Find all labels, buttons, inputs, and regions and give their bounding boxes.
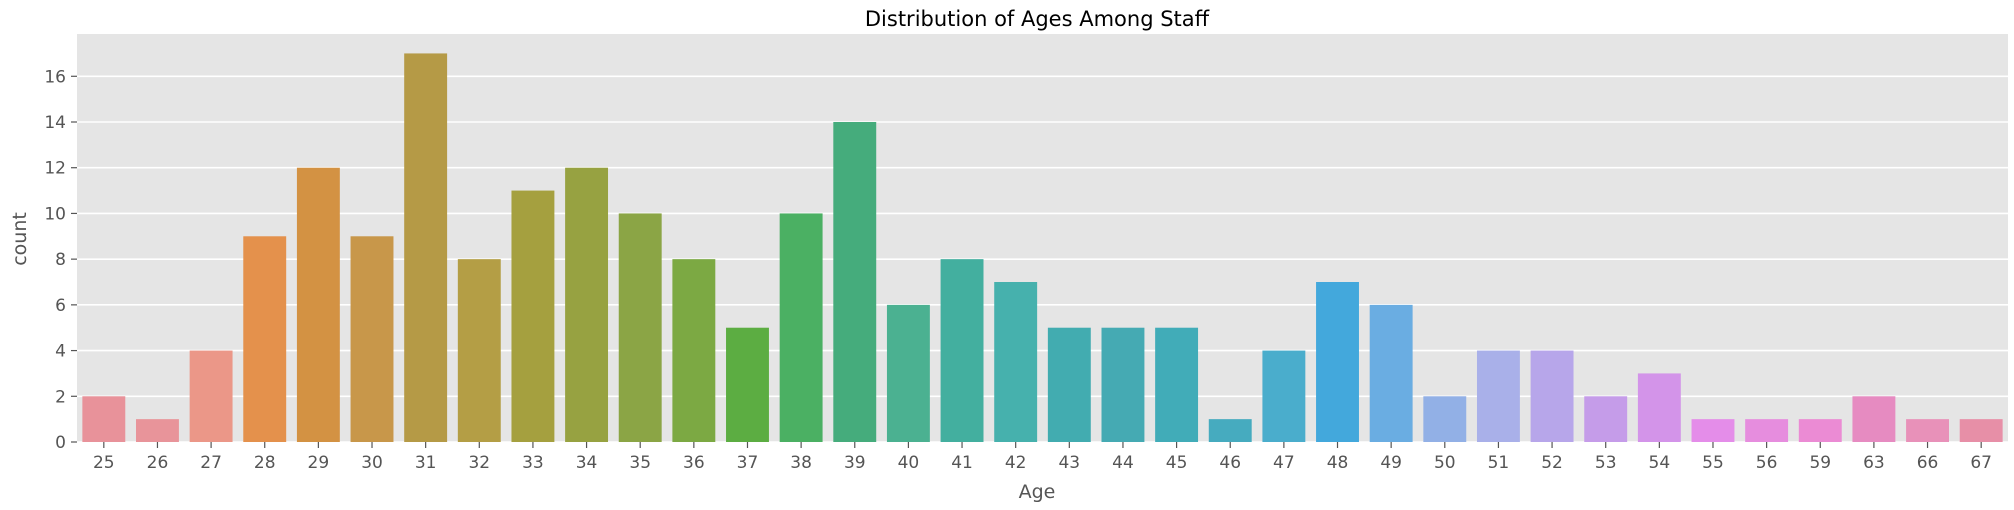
x-tick-label: 28	[254, 453, 276, 473]
bar-age-46	[1208, 419, 1252, 442]
x-tick-label: 40	[898, 453, 920, 473]
x-tick-label: 38	[790, 453, 812, 473]
bar-age-55	[1691, 419, 1735, 442]
x-tick-label: 44	[1112, 453, 1134, 473]
x-tick-label: 42	[1005, 453, 1027, 473]
x-tick-label: 59	[1809, 453, 1831, 473]
bar-age-56	[1745, 419, 1789, 442]
x-tick-label: 36	[683, 453, 705, 473]
x-tick-label: 27	[200, 453, 222, 473]
bar-age-34	[565, 167, 609, 442]
bar-age-41	[940, 259, 984, 442]
y-tick-label: 10	[44, 204, 66, 224]
plot-background	[77, 34, 2008, 442]
x-tick-label: 55	[1702, 453, 1724, 473]
x-tick-label: 66	[1917, 453, 1939, 473]
bar-age-67	[1959, 419, 2003, 442]
x-tick-label: 47	[1273, 453, 1295, 473]
gridlines	[77, 75, 2008, 443]
bar-age-51	[1476, 350, 1520, 442]
x-tick-label: 25	[93, 453, 115, 473]
y-tick-label: 8	[55, 250, 66, 270]
bar-age-59	[1798, 419, 1842, 442]
x-tick-label: 56	[1756, 453, 1778, 473]
x-tick-label: 50	[1434, 453, 1456, 473]
x-tick-label: 51	[1488, 453, 1510, 473]
bar-age-52	[1530, 350, 1574, 442]
y-tick-label: 16	[44, 67, 66, 87]
bar-age-27	[189, 350, 233, 442]
bar-age-49	[1369, 304, 1413, 442]
y-axis-label: count	[9, 212, 31, 266]
x-tick-label: 39	[844, 453, 866, 473]
x-tick-label: 46	[1219, 453, 1241, 473]
bar-age-38	[779, 213, 823, 442]
x-tick-label: 43	[1058, 453, 1080, 473]
x-tick-label: 26	[147, 453, 169, 473]
x-tick-label: 67	[1970, 453, 1992, 473]
chart-title: Distribution of Ages Among Staff	[865, 7, 1210, 31]
bar-age-36	[672, 259, 716, 442]
bar-age-50	[1423, 396, 1467, 442]
y-axis-ticks: 0 2 4 6 8 10 12 14 16	[44, 67, 77, 453]
x-tick-label: 37	[737, 453, 759, 473]
bar-age-32	[457, 259, 501, 442]
x-tick-label: 31	[415, 453, 437, 473]
x-tick-label: 63	[1863, 453, 1885, 473]
y-tick-label: 4	[55, 342, 66, 362]
x-tick-label: 53	[1595, 453, 1617, 473]
bar-age-39	[833, 122, 877, 442]
x-tick-label: 30	[361, 453, 383, 473]
bar-age-48	[1316, 282, 1359, 442]
bar-age-42	[994, 282, 1038, 442]
x-tick-label: 48	[1327, 453, 1349, 473]
y-tick-label: 0	[55, 433, 66, 453]
bar-age-53	[1584, 396, 1628, 442]
x-tick-label: 41	[951, 453, 973, 473]
bar-age-26	[136, 419, 179, 442]
x-tick-label: 54	[1649, 453, 1671, 473]
bar-age-63	[1852, 396, 1896, 442]
y-tick-label: 6	[55, 296, 66, 316]
x-tick-label: 35	[629, 453, 651, 473]
y-tick-label: 14	[44, 113, 66, 133]
y-tick-label: 12	[44, 159, 66, 179]
x-tick-label: 29	[308, 453, 330, 473]
bars	[82, 53, 2003, 443]
bar-age-66	[1906, 419, 1949, 442]
bar-age-47	[1262, 350, 1306, 442]
x-tick-label: 32	[468, 453, 490, 473]
x-axis-ticks: 25 26 27 28 29 30 31 32 33 34 35 36 37 38 39 40 41 42 43 44…	[93, 442, 1992, 473]
bar-age-25	[82, 396, 126, 442]
bar-age-35	[618, 213, 662, 442]
bar-age-40	[886, 304, 930, 442]
bar-age-30	[350, 236, 394, 442]
bar-age-45	[1155, 327, 1199, 442]
bar-age-54	[1637, 373, 1681, 442]
x-tick-label: 49	[1380, 453, 1402, 473]
bar-age-33	[511, 190, 555, 442]
bar-age-37	[726, 327, 769, 442]
bar-age-28	[243, 236, 287, 442]
bar-age-44	[1101, 327, 1145, 442]
x-tick-label: 34	[576, 453, 598, 473]
x-tick-label: 45	[1166, 453, 1188, 473]
bar-age-43	[1047, 327, 1091, 442]
bar-age-31	[404, 53, 448, 443]
x-tick-label: 33	[522, 453, 544, 473]
y-tick-label: 2	[55, 387, 66, 407]
bar-age-29	[296, 167, 340, 442]
x-tick-label: 52	[1541, 453, 1563, 473]
x-axis-label: Age	[1019, 481, 1056, 503]
